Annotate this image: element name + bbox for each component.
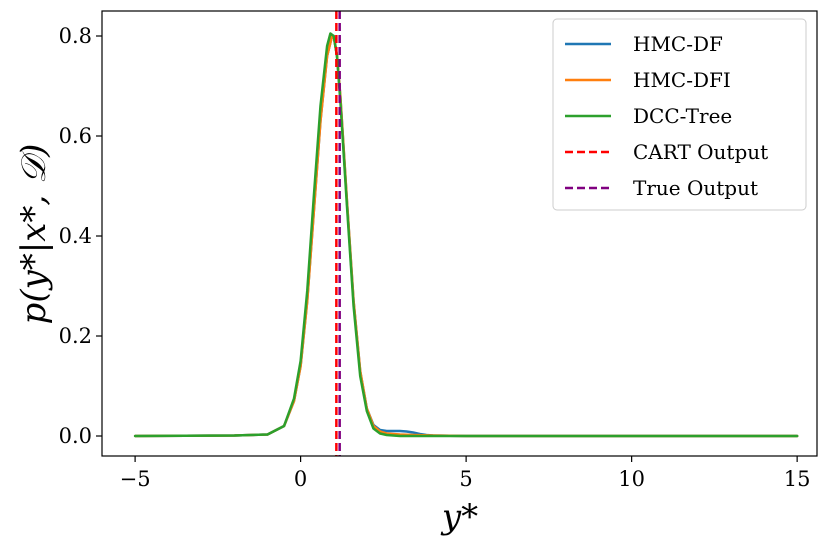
x-tick-label: −5 (120, 467, 151, 491)
y-tick-label: 0.4 (59, 224, 92, 248)
y-tick-label: 0.6 (59, 124, 92, 148)
x-axis: −5 0 5 10 15 (120, 456, 811, 491)
legend-label-hmc-dfi: HMC-DFI (633, 68, 731, 92)
plot-frame (101, 10, 818, 457)
y-tick-label: 0.8 (59, 24, 92, 48)
y-tick-label: 0.2 (59, 324, 92, 348)
legend-label-true-output: True Output (633, 176, 758, 200)
vertical-lines (335, 11, 341, 456)
x-tick-label: 10 (618, 467, 645, 491)
y-tick-label: 0.0 (59, 424, 92, 448)
legend-label-cart-output: CART Output (633, 140, 768, 164)
x-tick-label: 5 (459, 467, 472, 491)
legend-label-hmc-df: HMC-DF (633, 32, 723, 56)
legend: HMC-DF HMC-DFI DCC-Tree CART Output True Out… (552, 18, 807, 211)
legend-box (552, 18, 807, 211)
x-tick-label: 0 (294, 467, 307, 491)
x-tick-label: 15 (784, 467, 811, 491)
y-axis: 0.0 0.2 0.4 0.6 0.8 (59, 24, 102, 448)
legend-label-dcc-tree: DCC-Tree (633, 104, 732, 128)
x-axis-label: y* (440, 497, 478, 537)
y-axis-label: p(y*|x*, 𝒟) (14, 144, 54, 325)
